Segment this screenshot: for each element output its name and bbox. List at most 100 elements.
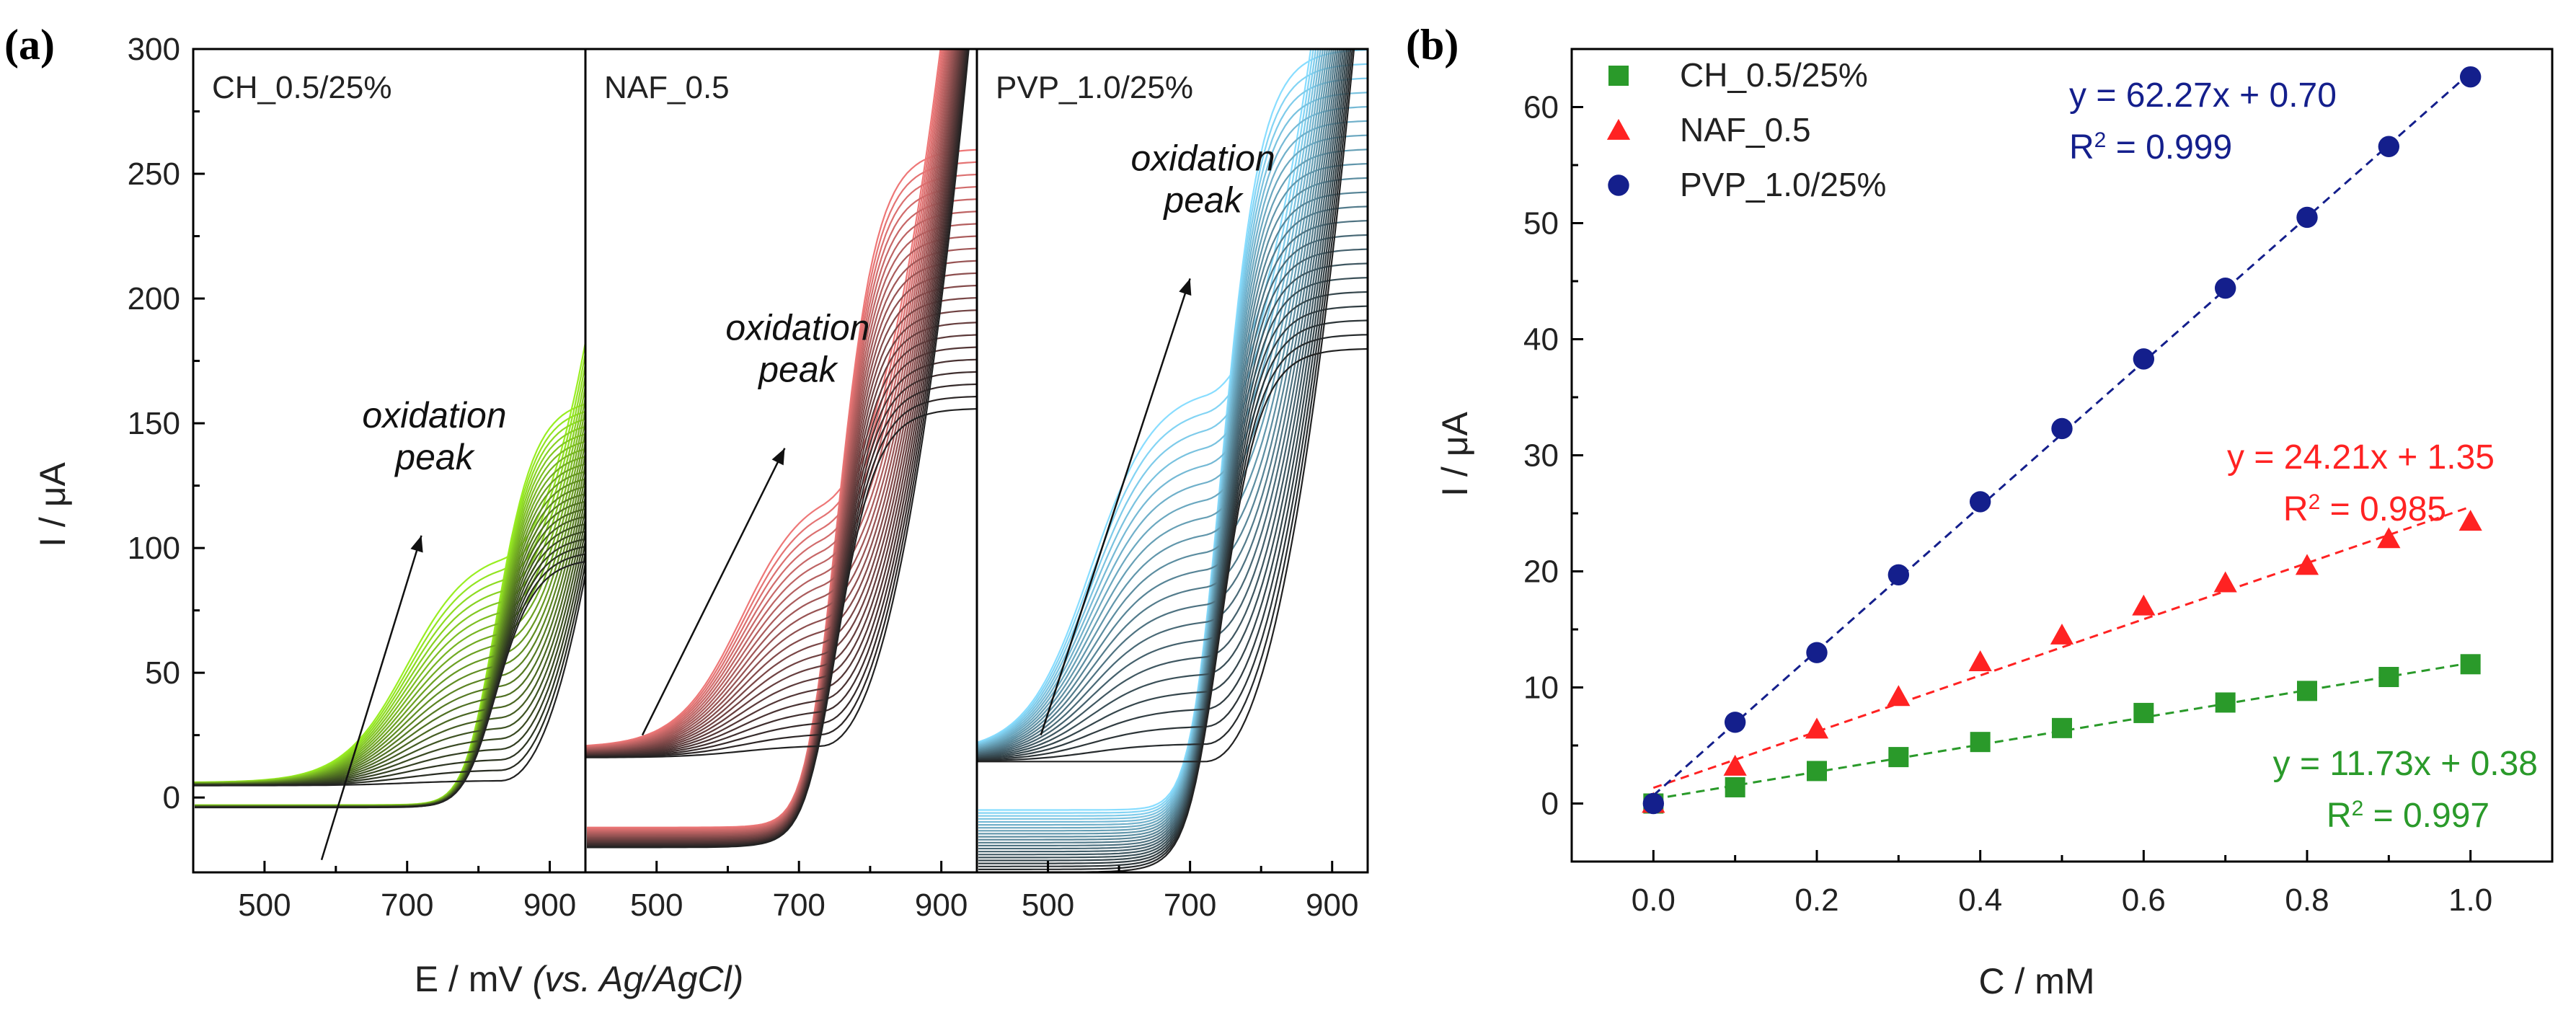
oxidation-label-line2: peak xyxy=(757,350,838,390)
cv-curve xyxy=(977,49,1368,820)
legend-marker xyxy=(1608,66,1629,86)
cv-curve xyxy=(585,49,977,833)
data-point xyxy=(2460,654,2481,675)
oxidation-arrow xyxy=(641,448,786,736)
cv-curve xyxy=(977,49,1368,841)
data-point xyxy=(1725,776,1745,797)
cv-curve xyxy=(585,49,977,848)
cv-curve xyxy=(585,49,977,845)
oxidation-label-line1: oxidation xyxy=(725,308,869,348)
legend-marker xyxy=(1606,118,1631,140)
cv-curve xyxy=(977,49,1368,832)
calibration-x-axis-title: C / mM xyxy=(1978,961,2094,1001)
cv-curve xyxy=(585,49,977,828)
cv-curve xyxy=(585,49,977,840)
cv-curve xyxy=(585,49,977,846)
data-point xyxy=(2377,527,2401,549)
cv-panel-title: CH_0.5/25% xyxy=(212,70,391,105)
data-point xyxy=(1806,642,1828,663)
data-point xyxy=(1805,717,1829,739)
fit-r-squared: R2 = 0.997 xyxy=(2327,797,2489,836)
x-tick-label: 700 xyxy=(1164,888,1216,923)
cv-curve xyxy=(193,437,585,807)
y-tick-label: 40 xyxy=(1523,322,1559,358)
cv-curve xyxy=(977,49,1368,853)
x-tick-label: 500 xyxy=(1022,888,1074,923)
cv-panel-title: PVP_1.0/25% xyxy=(996,70,1193,105)
oxidation-label-line2: peak xyxy=(394,437,475,477)
data-point xyxy=(1969,491,1991,513)
data-point xyxy=(1724,712,1746,733)
data-point xyxy=(2378,667,2399,688)
cv-curve xyxy=(585,49,977,839)
cv-curve xyxy=(585,49,977,846)
y-tick-label: 150 xyxy=(128,406,180,441)
data-point xyxy=(2297,681,2317,701)
data-point xyxy=(2296,206,2318,229)
cv-curve xyxy=(977,49,1368,829)
oxidation-arrowhead xyxy=(410,535,423,553)
data-point xyxy=(2215,692,2236,713)
cv-y-axis-title: I / μA xyxy=(32,461,73,546)
y-tick-label: 50 xyxy=(1523,206,1559,242)
x-tick-label: 900 xyxy=(523,888,576,923)
x-tick-label: 0.0 xyxy=(1632,882,1676,918)
legend-label: NAF_0.5 xyxy=(1680,111,1811,149)
fit-r-squared: R2 = 0.985 xyxy=(2283,490,2446,529)
y-tick-label: 0 xyxy=(163,780,180,815)
fit-equation: y = 11.73x + 0.38 xyxy=(2273,745,2538,783)
cv-panel-curves xyxy=(193,338,585,809)
fit-r-squared: R2 = 0.999 xyxy=(2069,128,2232,167)
x-tick-label: 900 xyxy=(915,888,968,923)
fit-equation: y = 62.27x + 0.70 xyxy=(2069,76,2337,115)
panel-label-b: (b) xyxy=(1406,21,1459,68)
cv-curve xyxy=(585,49,977,831)
cv-curve xyxy=(977,49,1368,817)
cv-curve xyxy=(977,49,1368,811)
x-tick-label: 0.6 xyxy=(2122,882,2166,918)
cv-x-axis-title: E / mV (vs. Ag/AgCl) xyxy=(415,959,744,999)
data-point xyxy=(1807,761,1827,782)
data-point xyxy=(1723,754,1747,776)
y-tick-label: 100 xyxy=(128,531,180,566)
data-point xyxy=(2214,277,2236,299)
cv-curve xyxy=(977,49,1368,856)
cv-curve xyxy=(977,49,1368,814)
data-point xyxy=(2050,623,2074,645)
cv-panel-frame xyxy=(975,48,1369,874)
cv-curve xyxy=(977,49,1368,844)
cv-curve xyxy=(977,49,1368,870)
x-tick-label: 0.2 xyxy=(1794,882,1838,918)
cv-curve xyxy=(977,49,1368,826)
fit-line xyxy=(1653,662,2471,800)
cv-curve xyxy=(585,49,977,836)
x-tick-label: 1.0 xyxy=(2448,882,2492,918)
cv-curve xyxy=(585,49,977,833)
data-point xyxy=(2051,417,2073,440)
data-point xyxy=(2378,136,2400,157)
data-point xyxy=(1970,732,1991,753)
calibration-y-axis-title: I / μA xyxy=(1435,411,1475,496)
cv-curve xyxy=(977,49,1368,850)
data-point xyxy=(1968,650,1992,671)
oxidation-label-line1: oxidation xyxy=(362,395,506,435)
x-tick-label: 700 xyxy=(772,888,825,923)
y-tick-label: 50 xyxy=(145,655,180,691)
data-point xyxy=(1887,685,1911,707)
cv-curve xyxy=(585,49,977,843)
cv-curve xyxy=(585,49,977,835)
oxidation-arrowhead xyxy=(1179,278,1192,296)
data-point xyxy=(1887,564,1910,586)
data-point xyxy=(1888,747,1909,768)
oxidation-label-line1: oxidation xyxy=(1131,138,1275,178)
y-tick-label: 30 xyxy=(1523,438,1559,474)
x-tick-label: 900 xyxy=(1306,888,1358,923)
cv-curve xyxy=(193,560,585,809)
cv-panel-title: NAF_0.5 xyxy=(604,70,730,105)
data-point xyxy=(2052,717,2072,738)
y-tick-label: 200 xyxy=(128,281,180,317)
oxidation-arrow xyxy=(1040,278,1191,736)
data-point xyxy=(2295,554,2319,575)
y-tick-label: 20 xyxy=(1523,554,1559,590)
cv-panel-curves xyxy=(977,49,1368,872)
